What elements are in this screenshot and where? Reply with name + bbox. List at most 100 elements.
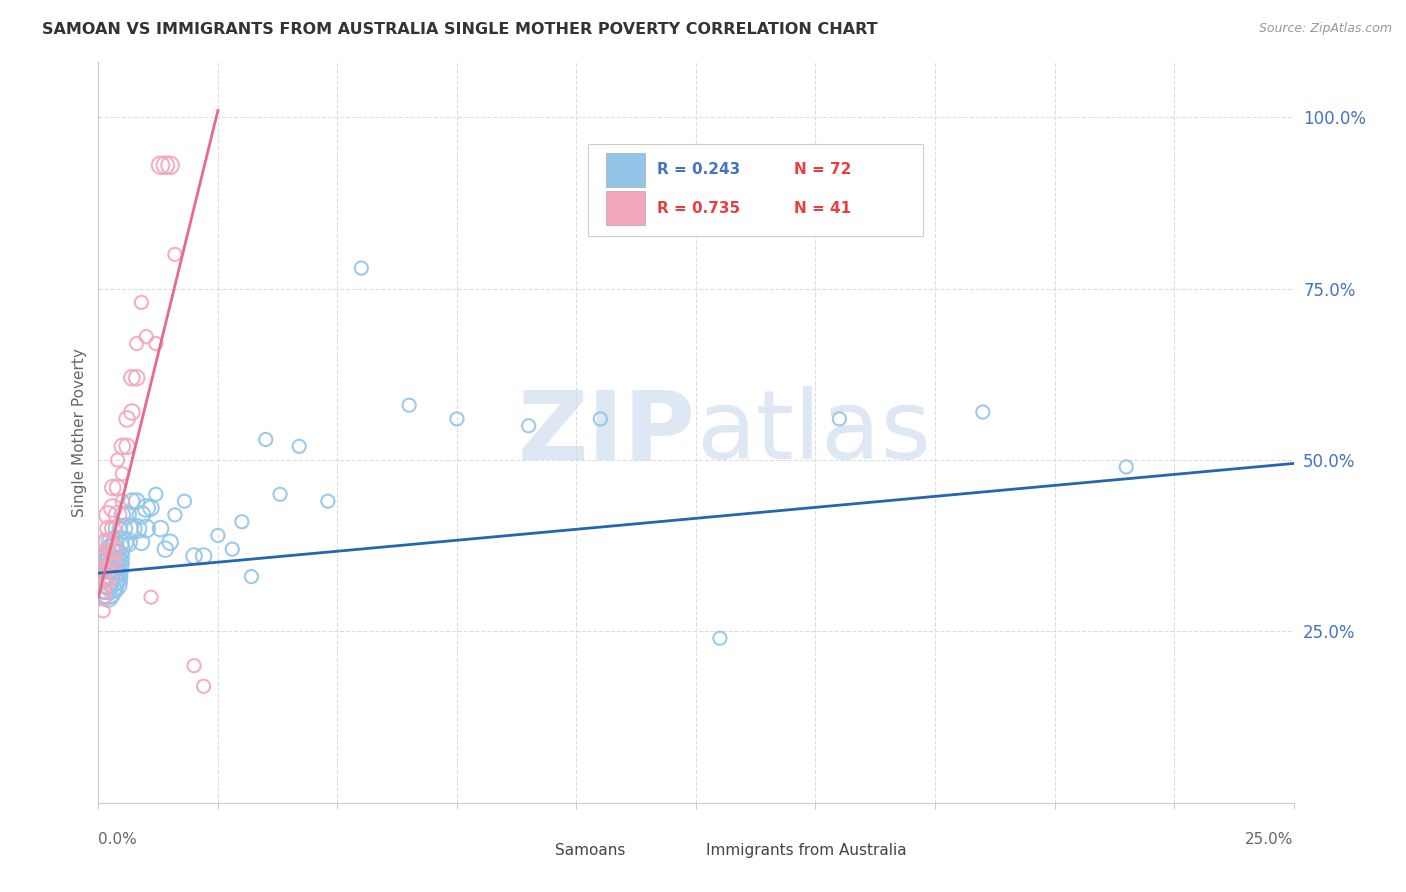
Point — [91, 563, 114, 577]
Point — [589, 412, 612, 426]
FancyBboxPatch shape — [589, 144, 922, 236]
Text: atlas: atlas — [696, 386, 931, 479]
Point — [97, 549, 120, 563]
Point — [231, 515, 253, 529]
Point — [97, 583, 120, 598]
Point — [183, 658, 205, 673]
Point — [125, 494, 148, 508]
Point — [101, 569, 124, 583]
Point — [139, 501, 162, 516]
Point — [101, 556, 124, 570]
Point — [269, 487, 291, 501]
Point — [398, 398, 420, 412]
Point — [135, 522, 157, 536]
Point — [517, 418, 540, 433]
Point — [101, 501, 124, 516]
Point — [1115, 459, 1137, 474]
Point — [254, 433, 277, 447]
Point — [828, 412, 851, 426]
Point — [91, 590, 114, 604]
Point — [107, 535, 129, 549]
Point — [97, 563, 120, 577]
Text: Source: ZipAtlas.com: Source: ZipAtlas.com — [1258, 22, 1392, 36]
Point — [91, 563, 114, 577]
Point — [91, 549, 114, 563]
Point — [107, 556, 129, 570]
Point — [121, 371, 143, 385]
Point — [97, 583, 120, 598]
FancyBboxPatch shape — [520, 837, 551, 863]
Point — [145, 336, 167, 351]
Point — [90, 583, 112, 598]
Point — [94, 535, 117, 549]
Point — [159, 158, 181, 172]
Point — [91, 604, 114, 618]
Point — [97, 569, 120, 583]
Point — [97, 590, 120, 604]
Point — [111, 467, 134, 481]
Point — [131, 535, 153, 549]
Point — [221, 542, 243, 557]
Point — [115, 439, 138, 453]
Point — [111, 522, 134, 536]
Point — [97, 576, 120, 591]
Point — [145, 487, 167, 501]
Text: N = 72: N = 72 — [794, 162, 852, 178]
Point — [107, 522, 129, 536]
Point — [101, 576, 124, 591]
Point — [183, 549, 205, 563]
Point — [115, 535, 138, 549]
Point — [125, 522, 148, 536]
Point — [101, 535, 124, 549]
FancyBboxPatch shape — [606, 191, 644, 226]
Point — [90, 569, 112, 583]
Point — [91, 563, 114, 577]
Point — [94, 556, 117, 570]
Point — [90, 556, 112, 570]
Point — [121, 494, 143, 508]
Point — [91, 569, 114, 583]
Point — [97, 522, 120, 536]
Point — [97, 535, 120, 549]
Point — [121, 405, 143, 419]
Point — [107, 542, 129, 557]
Point — [111, 439, 134, 453]
Point — [240, 569, 263, 583]
Point — [107, 508, 129, 522]
Point — [101, 522, 124, 536]
Point — [97, 569, 120, 583]
Point — [149, 158, 172, 172]
Text: 25.0%: 25.0% — [1246, 832, 1294, 847]
Point — [91, 549, 114, 563]
Text: SAMOAN VS IMMIGRANTS FROM AUSTRALIA SINGLE MOTHER POVERTY CORRELATION CHART: SAMOAN VS IMMIGRANTS FROM AUSTRALIA SING… — [42, 22, 877, 37]
Point — [101, 563, 124, 577]
Point — [207, 528, 229, 542]
Point — [101, 542, 124, 557]
Point — [97, 569, 120, 583]
Text: Immigrants from Australia: Immigrants from Australia — [706, 843, 905, 858]
Point — [97, 508, 120, 522]
Point — [131, 295, 153, 310]
Point — [91, 583, 114, 598]
Point — [163, 247, 186, 261]
Point — [316, 494, 339, 508]
Point — [91, 576, 114, 591]
Point — [125, 371, 148, 385]
Point — [115, 508, 138, 522]
Point — [101, 542, 124, 557]
Point — [155, 158, 177, 172]
Text: 0.0%: 0.0% — [98, 832, 138, 847]
Point — [111, 535, 134, 549]
Point — [101, 549, 124, 563]
Point — [446, 412, 468, 426]
Text: N = 41: N = 41 — [794, 201, 851, 216]
Text: Samoans: Samoans — [555, 843, 626, 858]
Point — [159, 535, 181, 549]
Point — [131, 508, 153, 522]
Point — [149, 522, 172, 536]
FancyBboxPatch shape — [669, 837, 700, 863]
Point — [111, 494, 134, 508]
Point — [139, 590, 162, 604]
Point — [135, 329, 157, 343]
Point — [107, 453, 129, 467]
